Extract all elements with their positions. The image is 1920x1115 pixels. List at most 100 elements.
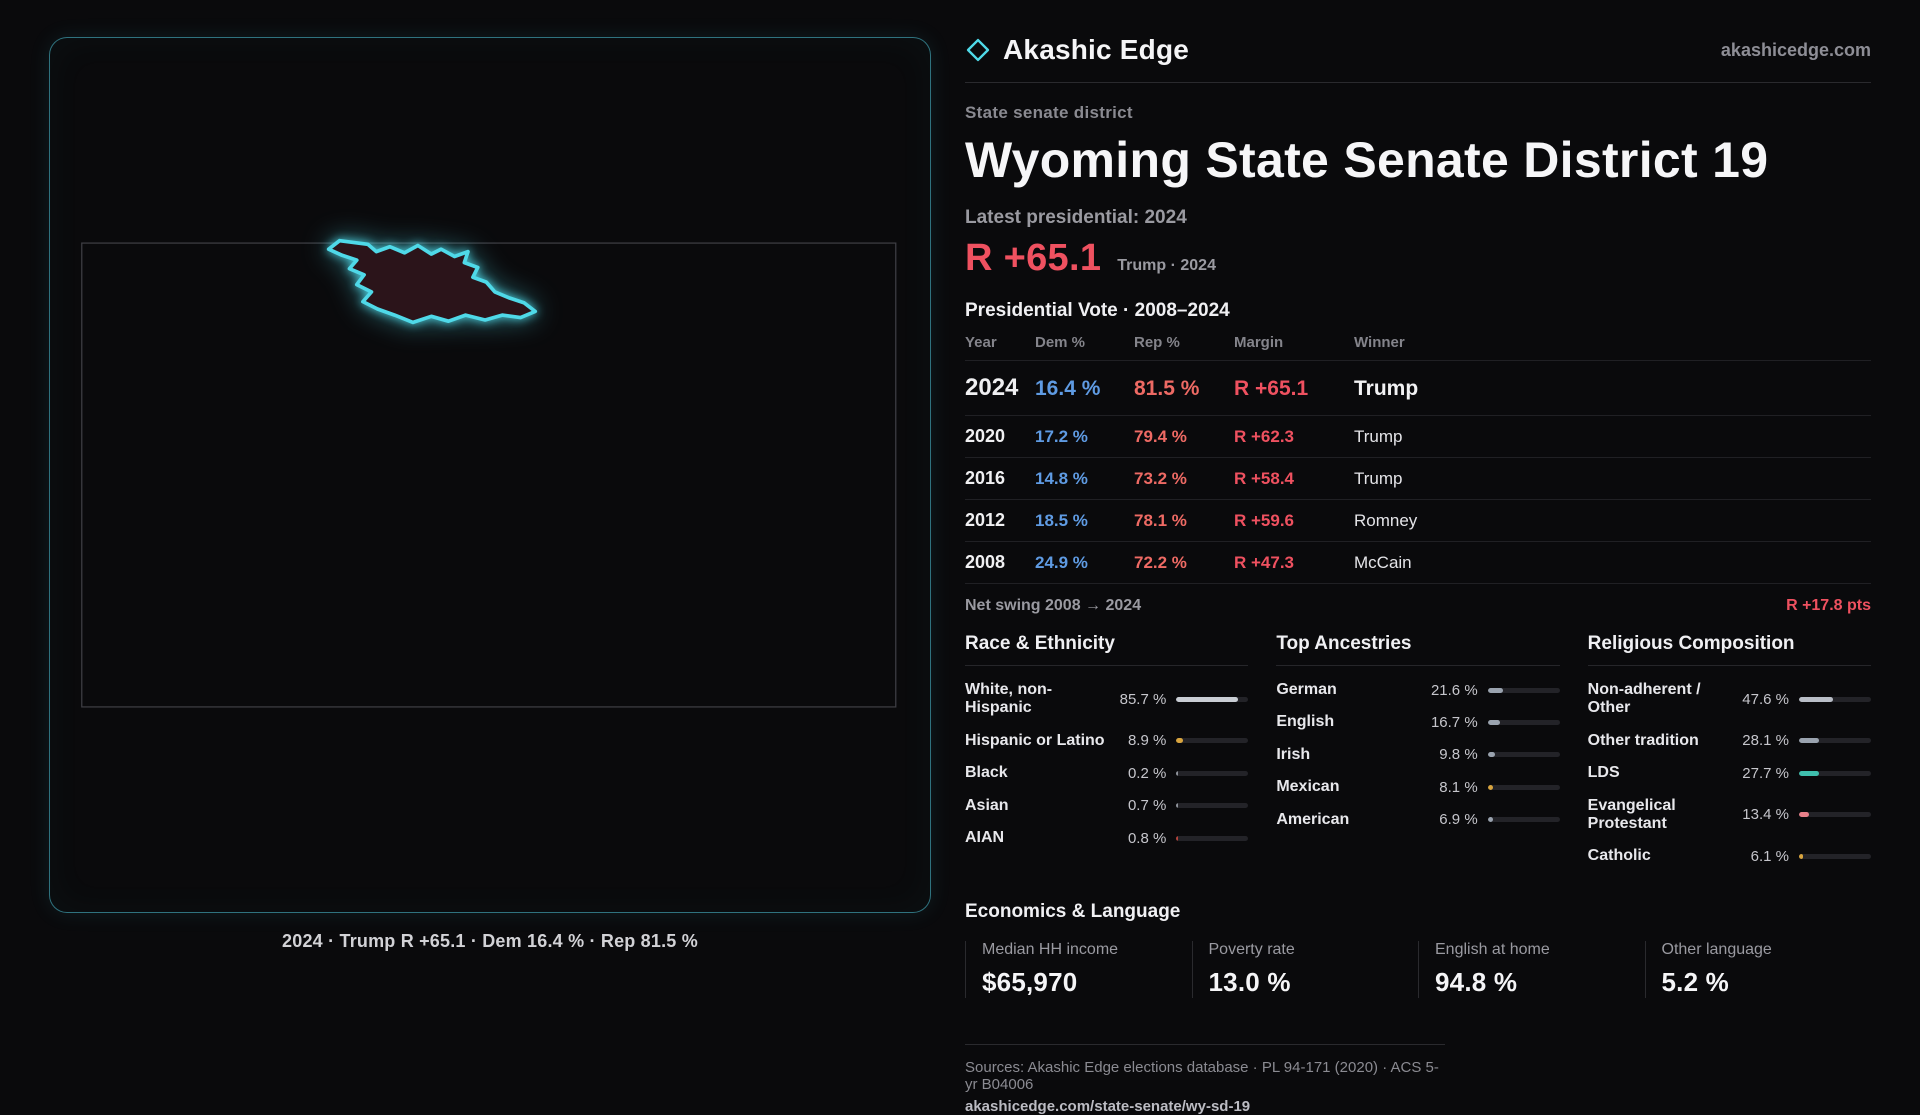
race-ethnicity-title: Race & Ethnicity [965, 633, 1249, 666]
demo-row-catholic: Catholic 6.1 % [1588, 840, 1871, 872]
vote-year: 2012 [965, 510, 1006, 530]
ancestries-block: Top Ancestries German 21.6 % English 16.… [1276, 633, 1560, 873]
demo-row-hispanic: Hispanic or Latino 8.9 % [965, 725, 1249, 757]
vote-year: 2024 [965, 374, 1019, 401]
headline-margin-row: R +65.1 Trump · 2024 [965, 237, 1871, 280]
demo-bar-track [1799, 812, 1871, 818]
demo-value: 6.9 % [1439, 811, 1478, 829]
religion-block: Religious Composition Non-adherent / Oth… [1587, 633, 1871, 873]
vote-rep-pct: 78.1 % [1134, 511, 1187, 530]
demo-row-white: White, non-Hispanic 85.7 % [965, 674, 1249, 725]
demo-label: Irish [1276, 745, 1311, 763]
vote-margin: R +47.3 [1234, 553, 1295, 572]
demo-value: 8.1 % [1439, 778, 1478, 796]
vote-year: 2016 [965, 468, 1006, 488]
vote-row-2008: 2008 24.9 % 72.2 % R +47.3 McCain [965, 542, 1871, 584]
demographics-section: Race & Ethnicity White, non-Hispanic 85.… [965, 633, 1871, 873]
demo-value: 21.6 % [1430, 681, 1478, 699]
demo-row-german: German 21.6 % [1276, 674, 1560, 706]
net-swing-label: Net swing 2008 → 2024 [965, 597, 1142, 614]
col-dem: Dem % [1035, 334, 1086, 351]
demo-bar-fill [1799, 696, 1834, 702]
demo-value: 47.6 % [1742, 690, 1789, 708]
vote-table: Year Dem % Rep % Margin Winner 2024 16.4… [965, 334, 1871, 584]
vote-dem-pct: 16.4 % [1035, 377, 1101, 400]
demo-label: AIAN [965, 828, 1005, 846]
demo-bar-track [1176, 803, 1249, 809]
demo-value: 0.7 % [1127, 797, 1167, 815]
stat-label: Other language [1661, 940, 1772, 958]
district-shape [326, 238, 538, 325]
demo-value: 28.1 % [1742, 732, 1789, 750]
vote-rep-pct: 72.2 % [1134, 553, 1187, 572]
sources-text: Sources: Akashic Edge elections database… [965, 1058, 1439, 1093]
stat-english-at-home: English at home 94.8 % [1418, 940, 1645, 998]
demo-bar-fill [1799, 738, 1820, 744]
headline-margin-context: Trump · 2024 [1117, 257, 1216, 274]
demo-row-aian: AIAN 0.8 % [965, 822, 1249, 854]
stat-value: $65,970 [982, 966, 1078, 997]
vote-dem-pct: 24.9 % [1035, 553, 1088, 572]
district-report: Akashic Edge akashicedge.com State senat… [965, 28, 1871, 1115]
demo-label: Evangelical Protestant [1587, 796, 1676, 832]
state-outline [81, 242, 897, 708]
vote-row-2020: 2020 17.2 % 79.4 % R +62.3 Trump [965, 416, 1871, 458]
vote-year: 2008 [965, 552, 1006, 572]
vote-dem-pct: 18.5 % [1035, 511, 1088, 530]
demo-bar-fill [1176, 738, 1183, 744]
demo-label: German [1276, 681, 1337, 698]
demo-value: 16.7 % [1430, 714, 1478, 732]
demo-bar-track [1487, 687, 1560, 693]
demo-row-lds: LDS 27.7 % [1588, 757, 1871, 789]
stat-label: Median HH income [982, 940, 1119, 958]
demo-bar-track [1799, 696, 1871, 702]
demo-label: Mexican [1276, 778, 1340, 796]
vote-margin: R +58.4 [1234, 469, 1295, 488]
demo-row-asian: Asian 0.7 % [965, 790, 1249, 822]
demo-label: Hispanic or Latino [965, 731, 1105, 749]
demo-bar-fill [1176, 696, 1239, 702]
demo-label: Black [965, 764, 1008, 782]
demo-bar-track [1799, 738, 1871, 744]
stat-other-language: Other language 5.2 % [1644, 940, 1872, 998]
demo-row-american: American 6.9 % [1276, 804, 1560, 836]
demo-row-other-tradition: Other tradition 28.1 % [1588, 725, 1871, 757]
vote-rep-pct: 73.2 % [1134, 469, 1187, 488]
map-panel: 2024 · Trump R +65.1 · Dem 16.4 % · Rep … [49, 37, 931, 952]
vote-dem-pct: 14.8 % [1035, 469, 1088, 488]
demo-label: Other tradition [1587, 731, 1699, 749]
vote-row-2016: 2016 14.8 % 73.2 % R +58.4 Trump [965, 458, 1871, 500]
demo-bar-fill [1799, 812, 1809, 818]
vote-winner: Trump [1354, 377, 1419, 400]
diamond-logo-icon [966, 38, 990, 62]
vote-winner: Trump [1354, 427, 1403, 446]
demo-bar-fill [1176, 803, 1178, 809]
demo-value: 0.2 % [1127, 764, 1167, 782]
vote-table-title: Presidential Vote · 2008–2024 [965, 300, 1230, 321]
col-margin: Margin [1234, 334, 1284, 351]
demo-label: English [1276, 713, 1335, 731]
demo-value: 85.7 % [1119, 690, 1167, 708]
demo-label: LDS [1587, 764, 1620, 782]
stat-median-income: Median HH income $65,970 [965, 940, 1192, 998]
col-rep: Rep % [1134, 334, 1180, 351]
map-caption: 2024 · Trump R +65.1 · Dem 16.4 % · Rep … [282, 931, 698, 951]
demo-bar-track [1487, 817, 1560, 823]
stat-poverty-rate: Poverty rate 13.0 % [1191, 940, 1419, 998]
demo-value: 0.8 % [1127, 829, 1167, 847]
demo-bar-fill [1487, 784, 1494, 790]
demo-bar-track [1176, 770, 1249, 776]
economics-title: Economics & Language [965, 900, 1181, 922]
vote-margin: R +65.1 [1234, 377, 1309, 400]
net-swing-value: R +17.8 pts [1786, 597, 1871, 614]
col-winner: Winner [1354, 334, 1405, 351]
brand-name: Akashic Edge [1003, 34, 1190, 65]
demo-label: Asian [965, 796, 1009, 814]
stat-value: 5.2 % [1661, 966, 1729, 997]
stat-label: English at home [1435, 940, 1550, 958]
demo-label: Catholic [1587, 847, 1651, 865]
permalink[interactable]: akashicedge.com/state-senate/wy-sd-19 [965, 1097, 1251, 1115]
ancestries-title: Top Ancestries [1276, 633, 1560, 666]
demo-value: 13.4 % [1742, 806, 1789, 824]
brand-site-link[interactable]: akashicedge.com [1720, 39, 1871, 60]
